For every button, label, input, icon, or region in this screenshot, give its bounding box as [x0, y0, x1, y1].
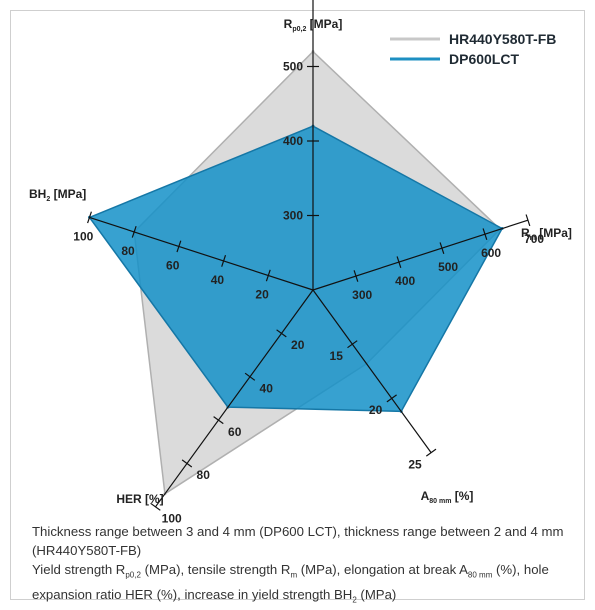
- axes: 300400500600700Rp0,2 [MPa]30040050060070…: [29, 0, 572, 526]
- axis-line-bh2: [89, 216, 314, 291]
- axis-title-rp02: Rp0,2 [MPa]: [284, 17, 343, 33]
- tick-label-rm-700: 700: [524, 232, 544, 246]
- tick-rm-600: [482, 228, 488, 240]
- tick-her-100: [150, 502, 161, 511]
- axis-line-rm: [312, 219, 529, 291]
- tick-her-80: [181, 459, 193, 468]
- tick-label-rp02-500: 500: [283, 60, 303, 74]
- tick-her-40: [244, 372, 256, 381]
- legend-label-2: DP600LCT: [449, 51, 519, 67]
- tick-label-rp02-400: 400: [283, 134, 303, 148]
- axis-line-her: [155, 289, 314, 508]
- legend-label-1: HR440Y580T-FB: [449, 31, 556, 47]
- tick-label-her-80: 80: [197, 468, 211, 482]
- tick-label-rm-600: 600: [481, 246, 501, 260]
- tick-bh2-60: [176, 240, 182, 253]
- axis-title-bh2: BH2 [MPa]: [29, 187, 86, 203]
- axis-line-a80: [312, 289, 432, 453]
- tick-label-rp02-300: 300: [283, 209, 303, 223]
- tick-label-her-40: 40: [260, 382, 274, 396]
- tick-rm-500: [439, 242, 445, 254]
- tick-label-rm-500: 500: [438, 260, 458, 274]
- tick-label-her-20: 20: [291, 338, 305, 352]
- tick-her-20: [276, 329, 287, 338]
- tick-label-bh2-40: 40: [211, 273, 225, 287]
- tick-rm-400: [396, 256, 402, 268]
- tick-rm-300: [353, 270, 359, 282]
- tick-rm-700: [525, 214, 531, 227]
- tick-label-bh2-60: 60: [166, 258, 180, 272]
- tick-her-60: [213, 416, 224, 425]
- tick-label-rm-300: 300: [352, 288, 372, 302]
- axis-title-a80: A80 mm [%]: [421, 489, 474, 505]
- series-polygon-2: [88, 125, 504, 413]
- tick-label-rm-400: 400: [395, 274, 415, 288]
- tick-label-bh2-20: 20: [255, 288, 269, 302]
- tick-label-bh2-80: 80: [121, 244, 135, 258]
- tick-a80-15: [347, 340, 358, 349]
- tick-label-her-100: 100: [162, 512, 182, 526]
- tick-label-her-60: 60: [228, 425, 242, 439]
- caption-line-2: Yield strength Rp0,2 (MPa), tensile stre…: [32, 562, 549, 605]
- tick-bh2-20: [265, 269, 271, 282]
- legend: HR440Y580T-FB DP600LCT: [390, 31, 556, 67]
- axis-title-her: HER [%]: [116, 492, 163, 506]
- caption-line-1: Thickness range between 3 and 4 mm (DP60…: [32, 524, 564, 558]
- chart-caption: Thickness range between 3 and 4 mm (DP60…: [32, 522, 572, 609]
- series-polygons: [88, 50, 504, 496]
- tick-label-a80-15: 15: [330, 349, 344, 363]
- tick-label-bh2-100: 100: [73, 229, 93, 243]
- tick-bh2-80: [131, 226, 137, 238]
- tick-label-a80-25: 25: [408, 457, 422, 471]
- tick-bh2-40: [221, 255, 227, 267]
- tick-bh2-100: [87, 211, 92, 224]
- tick-a80-20: [386, 394, 397, 403]
- axis-title-rm: Rm [MPa]: [521, 226, 572, 242]
- tick-a80-25: [425, 448, 437, 457]
- tick-label-a80-20: 20: [369, 403, 383, 417]
